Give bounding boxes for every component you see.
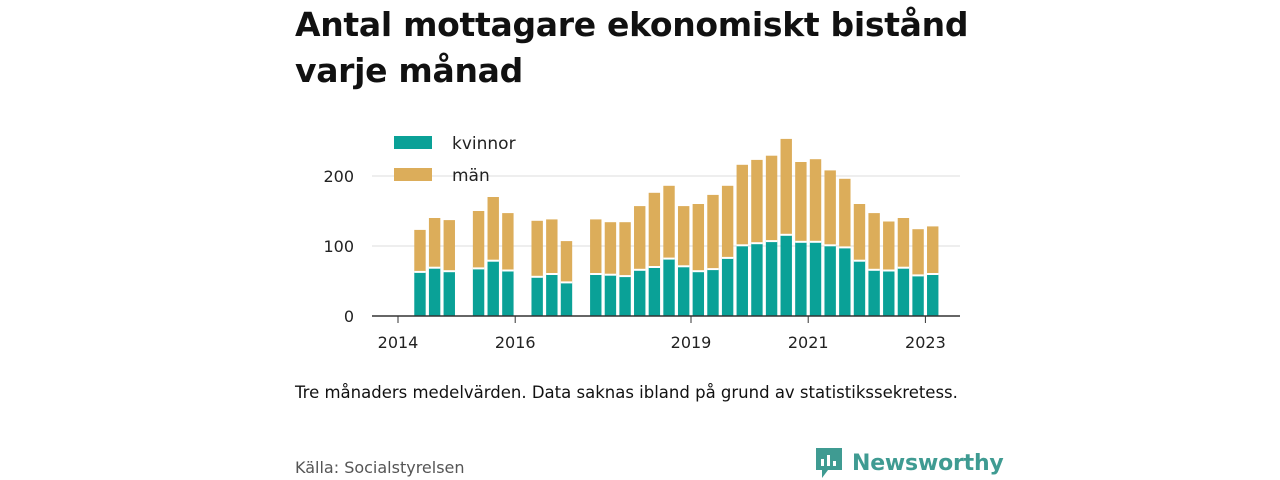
x-tick-label: 2021 [788, 333, 829, 352]
bar-man [721, 185, 734, 258]
bar-kvinnor [897, 267, 910, 316]
bar-kvinnor [531, 276, 543, 316]
bar-man [677, 206, 690, 267]
bar-kvinnor [824, 245, 836, 316]
bar-man [839, 178, 851, 248]
bar-man [531, 220, 543, 277]
bar-man [604, 222, 617, 275]
bar-kvinnor [809, 241, 822, 316]
y-tick-label: 100 [323, 237, 354, 256]
bar-man [546, 219, 558, 274]
bar-kvinnor [443, 271, 455, 316]
bar-kvinnor [912, 275, 924, 316]
legend-swatch [394, 136, 432, 149]
bar-man [472, 211, 485, 269]
bar-man [736, 164, 748, 246]
x-tick-label: 2019 [671, 333, 712, 352]
bar-kvinnor [883, 270, 895, 316]
bar-kvinnor [839, 247, 851, 316]
y-tick-label: 0 [344, 307, 354, 326]
bar-kvinnor [414, 271, 426, 316]
legend: kvinnor män [394, 134, 516, 186]
bar-man [707, 194, 719, 270]
x-tick-label: 2023 [905, 333, 946, 352]
bar-man [883, 221, 895, 271]
brand-logo[interactable]: Newsworthy [814, 446, 1004, 480]
bar-kvinnor [546, 274, 558, 316]
bar-kvinnor [663, 258, 675, 316]
bar-kvinnor [765, 241, 778, 316]
bar-kvinnor [472, 268, 485, 316]
bar-man [663, 185, 675, 259]
bar-man [868, 213, 880, 270]
bar-kvinnor [868, 269, 880, 316]
bar-kvinnor [560, 282, 573, 316]
legend-label: kvinnor [452, 134, 516, 154]
bar-kvinnor [780, 234, 792, 316]
bar-man [927, 226, 939, 274]
x-tick-label: 2014 [378, 333, 419, 352]
bar-man [428, 218, 441, 268]
bar-man [853, 204, 866, 261]
chart-note: Tre månaders medelvärden. Data saknas ib… [295, 383, 958, 402]
bar-man [765, 155, 778, 242]
bar-man [560, 241, 573, 283]
bar-man [751, 159, 763, 244]
bar-man [648, 192, 661, 267]
bar-man [443, 220, 455, 272]
bar-man [487, 197, 499, 261]
bar-kvinnor [502, 270, 514, 316]
bar-man [502, 213, 514, 271]
bar-kvinnor [487, 260, 499, 316]
bar-kvinnor [428, 267, 441, 316]
bar-kvinnor [721, 257, 734, 316]
bar-kvinnor [604, 274, 617, 316]
bar-man [897, 218, 910, 268]
legend-label: män [452, 166, 490, 186]
bar-kvinnor [795, 241, 807, 316]
bar-kvinnor [692, 271, 705, 316]
y-tick-label: 200 [323, 167, 354, 186]
bar-kvinnor [751, 243, 763, 316]
bars [414, 138, 939, 316]
bar-man [824, 170, 836, 246]
bar-man [414, 229, 426, 272]
axes: 0 100 200 2014 2016 2019 2021 2023 [323, 167, 960, 352]
bar-kvinnor [648, 267, 661, 316]
bar-man [912, 229, 924, 276]
bar-kvinnor [707, 269, 719, 316]
bar-kvinnor [927, 274, 939, 316]
bar-man [634, 206, 646, 270]
source-text: Källa: Socialstyrelsen [295, 458, 465, 477]
x-tick-label: 2016 [495, 333, 536, 352]
legend-swatch [394, 168, 432, 181]
bar-kvinnor [634, 269, 646, 316]
bar-man [619, 222, 631, 277]
newsworthy-logo-icon [816, 448, 842, 478]
brand-name: Newsworthy [852, 450, 1004, 476]
bar-kvinnor [853, 260, 866, 316]
chart-title: Antal mottagare ekonomiskt bistånd varje… [295, 5, 969, 90]
bar-kvinnor [619, 276, 631, 316]
bar-man [809, 159, 822, 242]
bar-man [780, 138, 792, 235]
bar-man [590, 219, 602, 274]
bar-man [692, 204, 705, 272]
bar-kvinnor [590, 274, 602, 316]
bar-kvinnor [677, 266, 690, 316]
bar-man [795, 162, 807, 242]
bar-kvinnor [736, 245, 748, 316]
